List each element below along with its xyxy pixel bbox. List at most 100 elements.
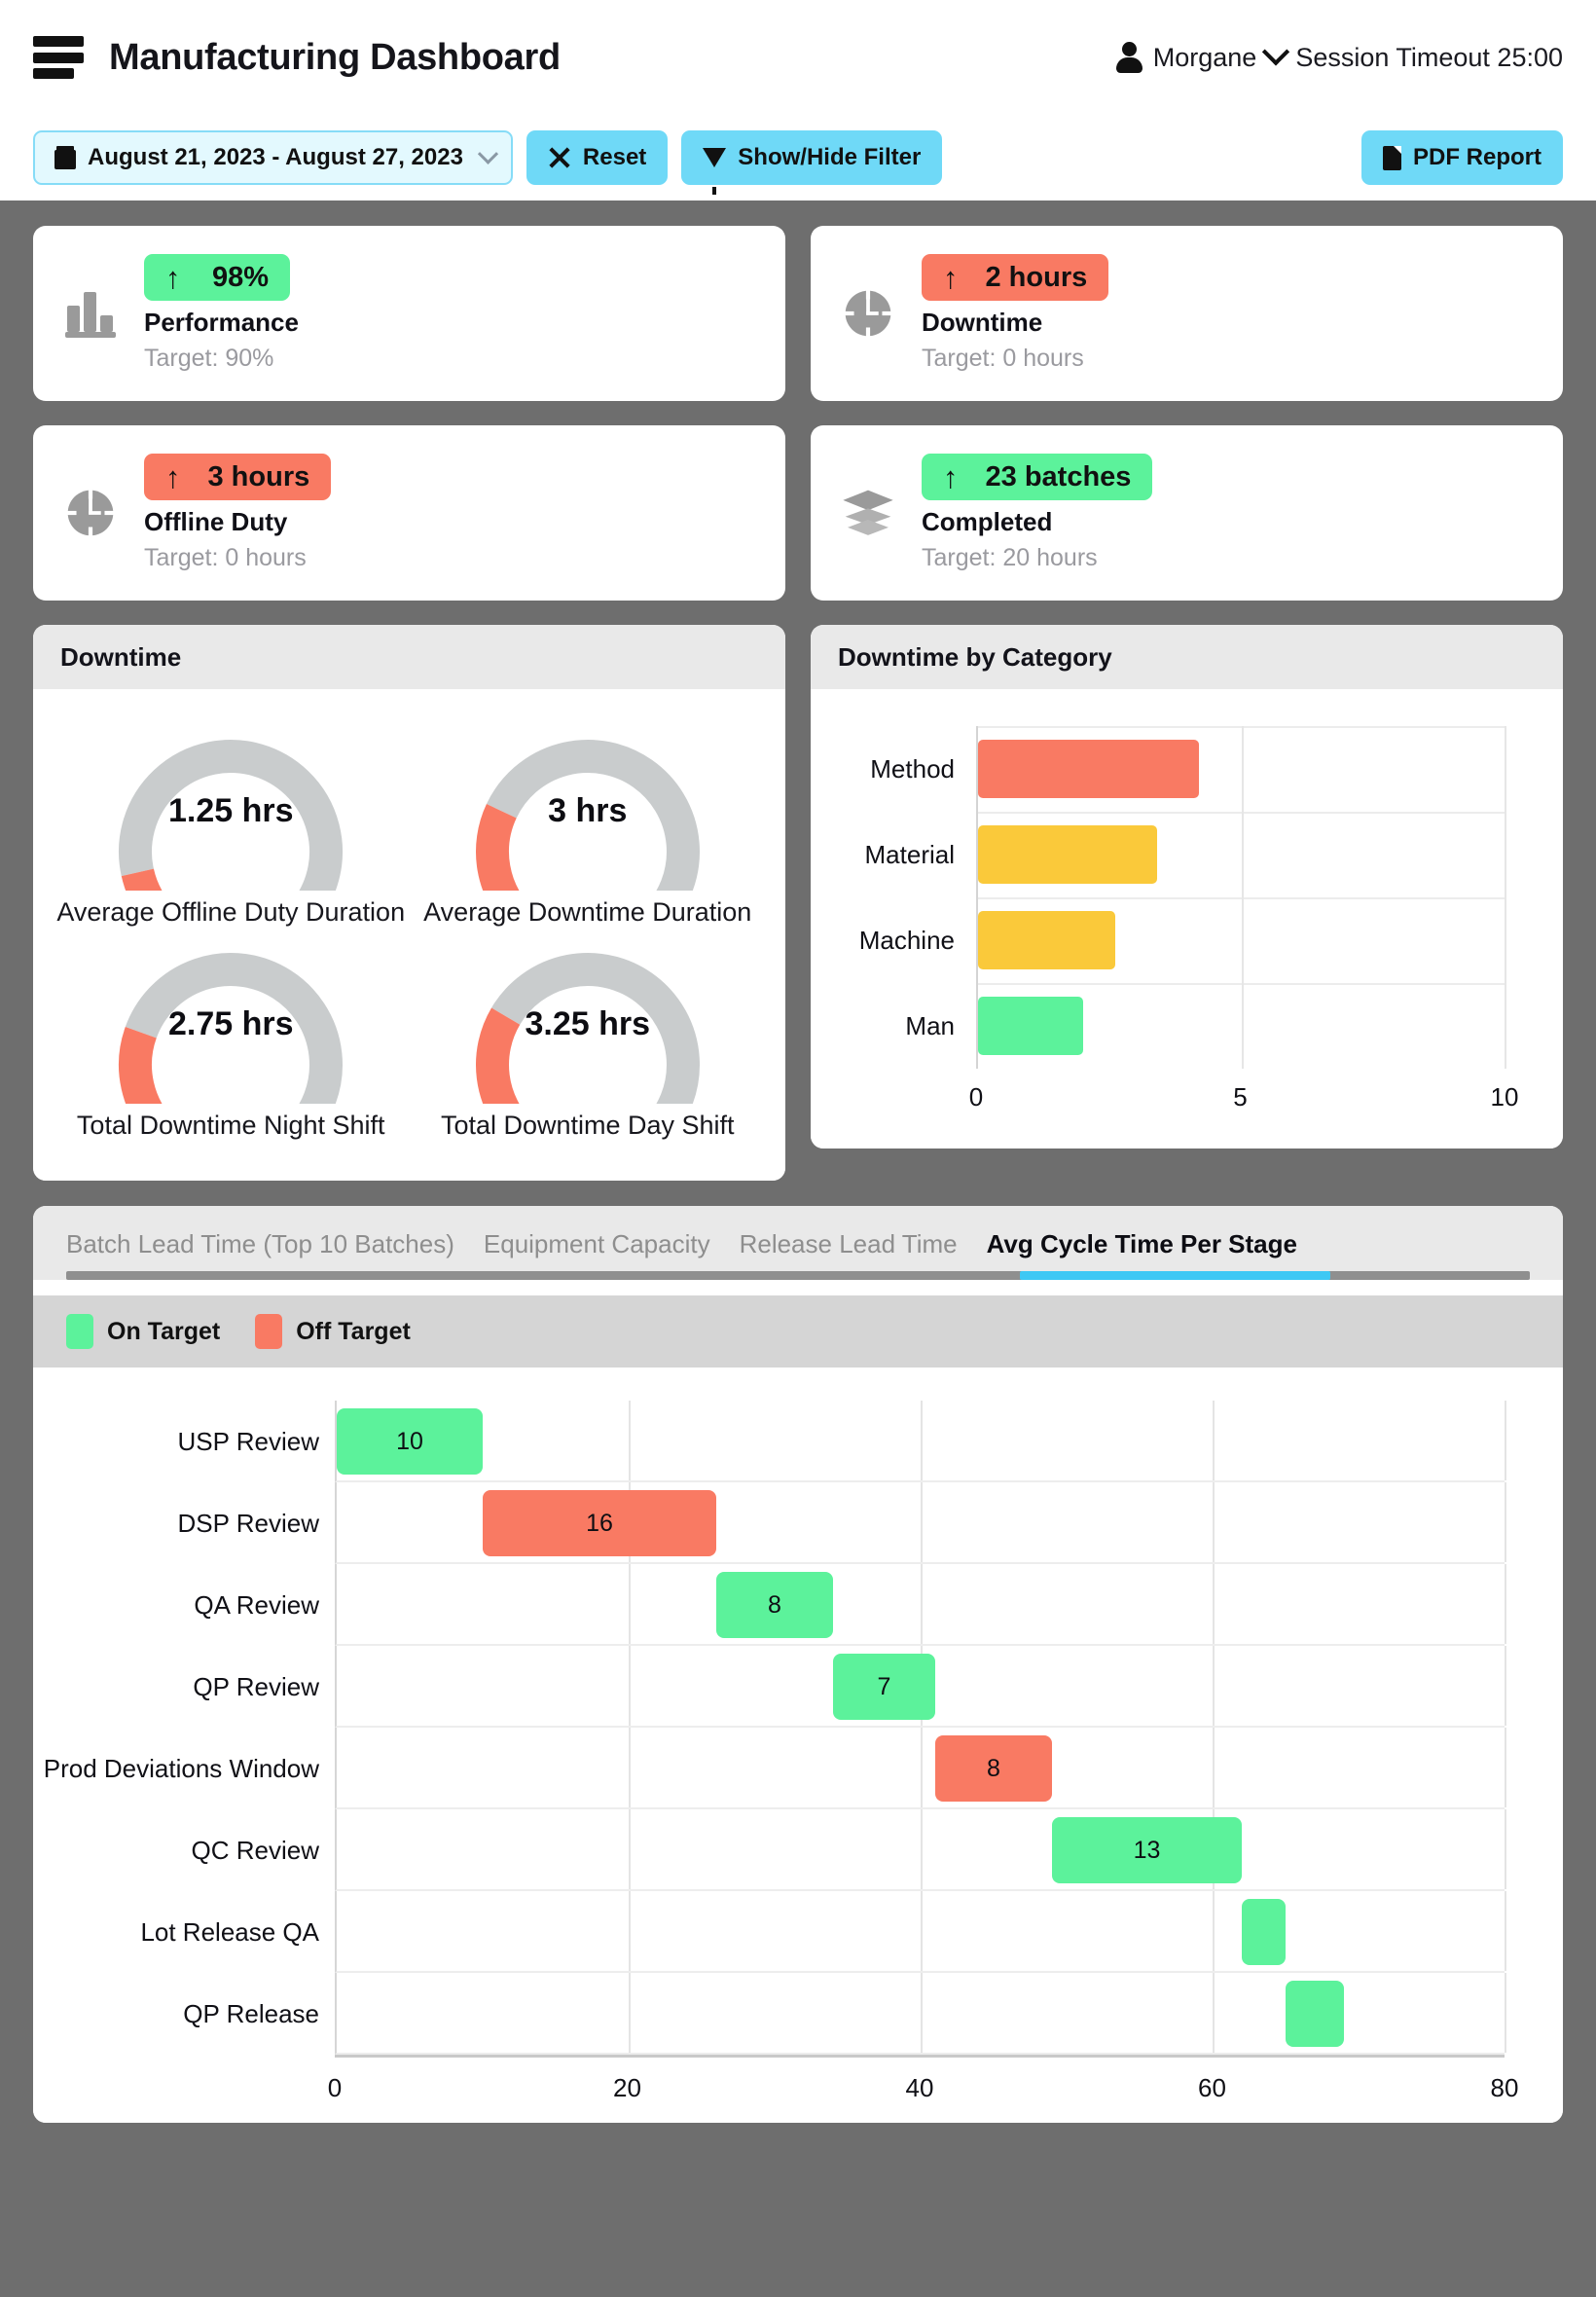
arrow-up-icon: ↑ [165,260,181,295]
chevron-down-icon [477,143,499,164]
stage-label: Prod Deviations Window [43,1753,319,1783]
bar-row [976,726,1506,812]
gauge-caption: Total Downtime Day Shift [440,1110,735,1140]
tab-underline [66,1271,1530,1281]
bar-category-label: Material [864,839,955,869]
stage-label: Lot Release QA [140,1916,319,1947]
date-range-label: August 21, 2023 - August 27, 2023 [88,144,463,170]
bar [978,740,1200,798]
x-axis-ticks: 0 20 40 60 80 [328,2055,1518,2113]
gantt-bar[interactable]: 8 [716,1572,833,1639]
arrow-up-icon: ↑ [943,260,959,295]
tab-equipment-capacity[interactable]: Equipment Capacity [483,1229,710,1259]
gauge-caption: Total Downtime Night Shift [76,1110,385,1140]
gauge-grid: 1.25 hrs Average Offline Duty Duration 3… [33,689,785,1181]
clock-icon [840,286,896,341]
tab-bar: Batch Lead Time (Top 10 Batches) Equipmen… [33,1206,1563,1281]
app-header: Manufacturing Dashboard Morgane Session … [0,0,1596,115]
tab-release-lead-time[interactable]: Release Lead Time [739,1229,958,1259]
gauge-caption: Average Downtime Duration [423,897,752,927]
gantt-bar[interactable]: 8 [935,1735,1052,1803]
date-range-picker[interactable]: August 21, 2023 - August 27, 2023 [33,130,513,185]
gantt-bar[interactable] [1242,1899,1286,1966]
kpi-value: 23 batches [985,460,1132,492]
gantt-row: 8 [335,1564,1506,1647]
kpi-label: Offline Duty [144,507,288,536]
hamburger-bar [33,52,84,63]
legend-item[interactable]: On Target [66,1314,220,1350]
kpi-label: Downtime [922,308,1043,337]
gauge-value: 2.75 hrs [167,1004,294,1042]
file-icon [1383,145,1401,170]
bar-row [976,812,1506,897]
page-title: Manufacturing Dashboard [109,36,561,78]
layers-icon [840,490,896,536]
status-badge: ↑ 2 hours [922,254,1109,301]
status-badge: ↑ 23 batches [922,454,1153,500]
legend-item[interactable]: Off Target [255,1314,411,1350]
gauge-dial: 3 hrs [456,720,719,931]
kpi-value: 2 hours [985,261,1088,293]
legend-label: Off Target [296,1317,411,1345]
kpi-column-right: ↑ 2 hours Downtime Target: 0 hours [811,226,1563,625]
gauge-value: 1.25 hrs [167,792,294,829]
gauge: 3.25 hrs Total Downtime Day Shift [410,933,767,1144]
tab-avg-cycle-time-per-stage[interactable]: Avg Cycle Time Per Stage [986,1229,1297,1259]
gantt-bar[interactable]: 10 [337,1408,483,1476]
gauge-value: 3 hrs [548,792,628,829]
axis-tick-label: 20 [613,2073,641,2103]
axis-tick-label: 0 [968,1082,984,1112]
bar [978,911,1115,969]
kpi-label: Completed [922,507,1053,536]
kpi-label: Performance [144,308,299,337]
hamburger-menu-icon[interactable] [33,36,84,79]
reset-button[interactable]: Reset [526,130,669,185]
gauge-dial: 2.75 hrs [99,933,362,1144]
gantt-bar[interactable] [1286,1981,1344,2048]
gantt-bar-label: 8 [768,1590,781,1619]
user-name: Morgane [1152,42,1257,72]
kpi-card-offline-duty[interactable]: ↑ 3 hours Offline Duty Target: 0 hours [33,425,785,601]
kpi-target: Target: 0 hours [922,345,1084,372]
reset-label: Reset [582,144,647,170]
bar [978,997,1084,1055]
kpi-target: Target: 20 hours [922,544,1098,571]
status-badge: ↑ 3 hours [144,454,332,500]
pdf-report-label: PDF Report [1413,144,1542,170]
chevron-down-icon[interactable] [1262,38,1290,66]
gantt-row [335,1973,1506,2056]
gantt-row: 16 [335,1482,1506,1565]
axis-tick-label: 60 [1198,2073,1226,2103]
stage-label: DSP Review [177,1508,319,1538]
kpi-target: Target: 0 hours [144,544,307,571]
kpi-section: ↑ 98% Performance Target: 90% [0,226,1596,625]
gantt-bar[interactable]: 13 [1052,1817,1242,1884]
gantt-row: 8 [335,1728,1506,1810]
calendar-icon [54,146,76,169]
avg-cycle-time-chart: USP Review 10 DSP Review 16 QA Review 8 … [33,1367,1563,2124]
gauge-caption: Average Offline Duty Duration [56,897,406,927]
show-hide-filter-button[interactable]: Show/Hide Filter [681,130,943,195]
downtime-category-title: Downtime by Category [811,625,1563,689]
tab-batch-lead-time-top-10-batches[interactable]: Batch Lead Time (Top 10 Batches) [66,1229,454,1259]
gauge-dial: 1.25 hrs [99,720,362,931]
axis-tick-label: 5 [1233,1082,1248,1112]
hamburger-bar [33,36,84,47]
gauge: 2.75 hrs Total Downtime Night Shift [53,933,410,1144]
pdf-report-button[interactable]: PDF Report [1361,130,1563,185]
gantt-row: 7 [335,1646,1506,1729]
gantt-bar[interactable]: 7 [833,1654,935,1721]
gauge-value: 3.25 hrs [525,1004,651,1042]
bar-category-label: Machine [858,925,955,955]
bar-category-label: Method [870,753,955,784]
stage-label: QA Review [194,1589,319,1620]
kpi-card-downtime[interactable]: ↑ 2 hours Downtime Target: 0 hours [811,226,1563,401]
stage-label: QP Release [183,1998,319,2028]
kpi-card-completed[interactable]: ↑ 23 batches Completed Target: 20 hours [811,425,1563,601]
gantt-bar[interactable]: 16 [483,1490,716,1557]
bar-category-label: Man [905,1010,955,1040]
axis-tick-label: 0 [327,2073,343,2103]
gantt-bar-label: 8 [987,1754,1000,1782]
close-x-icon [548,146,571,169]
kpi-card-performance[interactable]: ↑ 98% Performance Target: 90% [33,226,785,401]
